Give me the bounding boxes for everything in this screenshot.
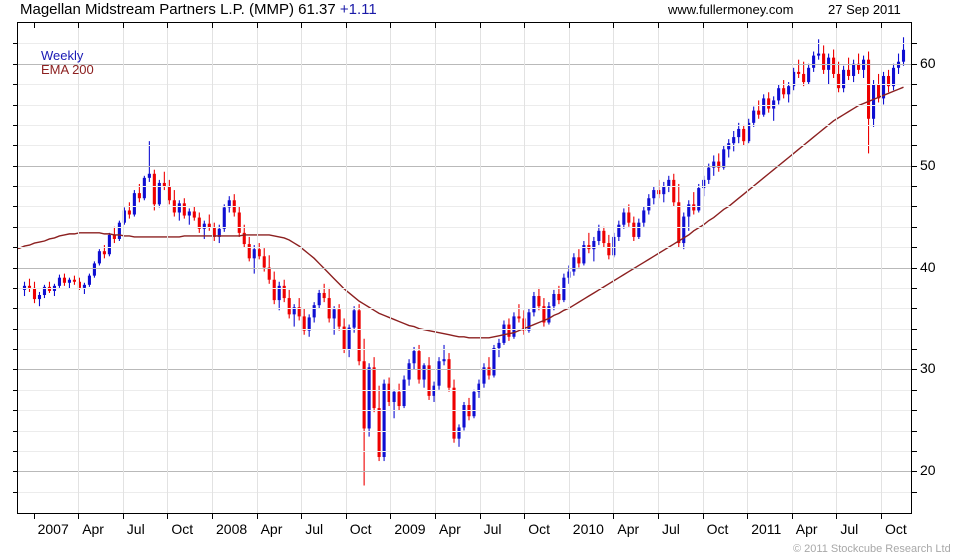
website-label: www.fullermoney.com	[668, 2, 794, 17]
x-axis-label: Apr	[795, 521, 818, 537]
x-axis-label: 2008	[216, 521, 248, 537]
x-axis-label: Jul	[305, 521, 324, 537]
instrument-title: Magellan Midstream Partners L.P. (MMP) 6…	[20, 1, 377, 18]
x-axis-label: Oct	[706, 521, 729, 537]
x-axis-label: 2011	[751, 521, 782, 537]
x-axis-label: Jul	[126, 521, 145, 537]
price-change: +1.11	[339, 1, 377, 18]
x-axis-label: Apr	[260, 521, 283, 537]
chart-date: 27 Sep 2011	[828, 2, 901, 17]
y-axis-label: 60	[920, 54, 936, 71]
x-axis-label: Jul	[840, 521, 859, 537]
y-axis-label: 50	[920, 156, 936, 173]
chart-header: Magellan Midstream Partners L.P. (MMP) 6…	[0, 0, 980, 20]
x-axis-label: Jul	[662, 521, 680, 537]
x-axis-label: Oct	[885, 521, 907, 537]
last-price: 61.37	[298, 1, 336, 18]
instrument-name: Magellan Midstream Partners L.P. (MMP)	[20, 1, 294, 18]
legend-weekly: Weekly	[41, 48, 84, 63]
x-axis-label: 2007	[37, 521, 69, 537]
y-axis-label: 20	[920, 462, 936, 479]
copyright-notice: © 2011 Stockcube Research Ltd	[793, 543, 951, 555]
x-axis-label: Jul	[483, 521, 502, 537]
x-axis-label: 2010	[572, 521, 604, 537]
x-axis-label: Oct	[349, 521, 372, 537]
y-axis-label: 30	[920, 360, 936, 377]
x-axis-label: Oct	[528, 521, 550, 537]
x-axis-label: Apr	[82, 521, 104, 537]
y-axis-label: 40	[920, 258, 936, 275]
x-axis-label: Apr	[439, 521, 461, 537]
x-axis-label: Oct	[171, 521, 194, 537]
price-series-canvas	[18, 37, 906, 486]
chart-legend: Weekly EMA 200	[41, 49, 94, 77]
legend-ema200: EMA 200	[41, 62, 94, 77]
x-axis-label: Apr	[617, 521, 640, 537]
price-chart-plot-area[interactable]: Weekly EMA 200	[13, 22, 917, 519]
x-axis-label: 2009	[394, 521, 426, 537]
